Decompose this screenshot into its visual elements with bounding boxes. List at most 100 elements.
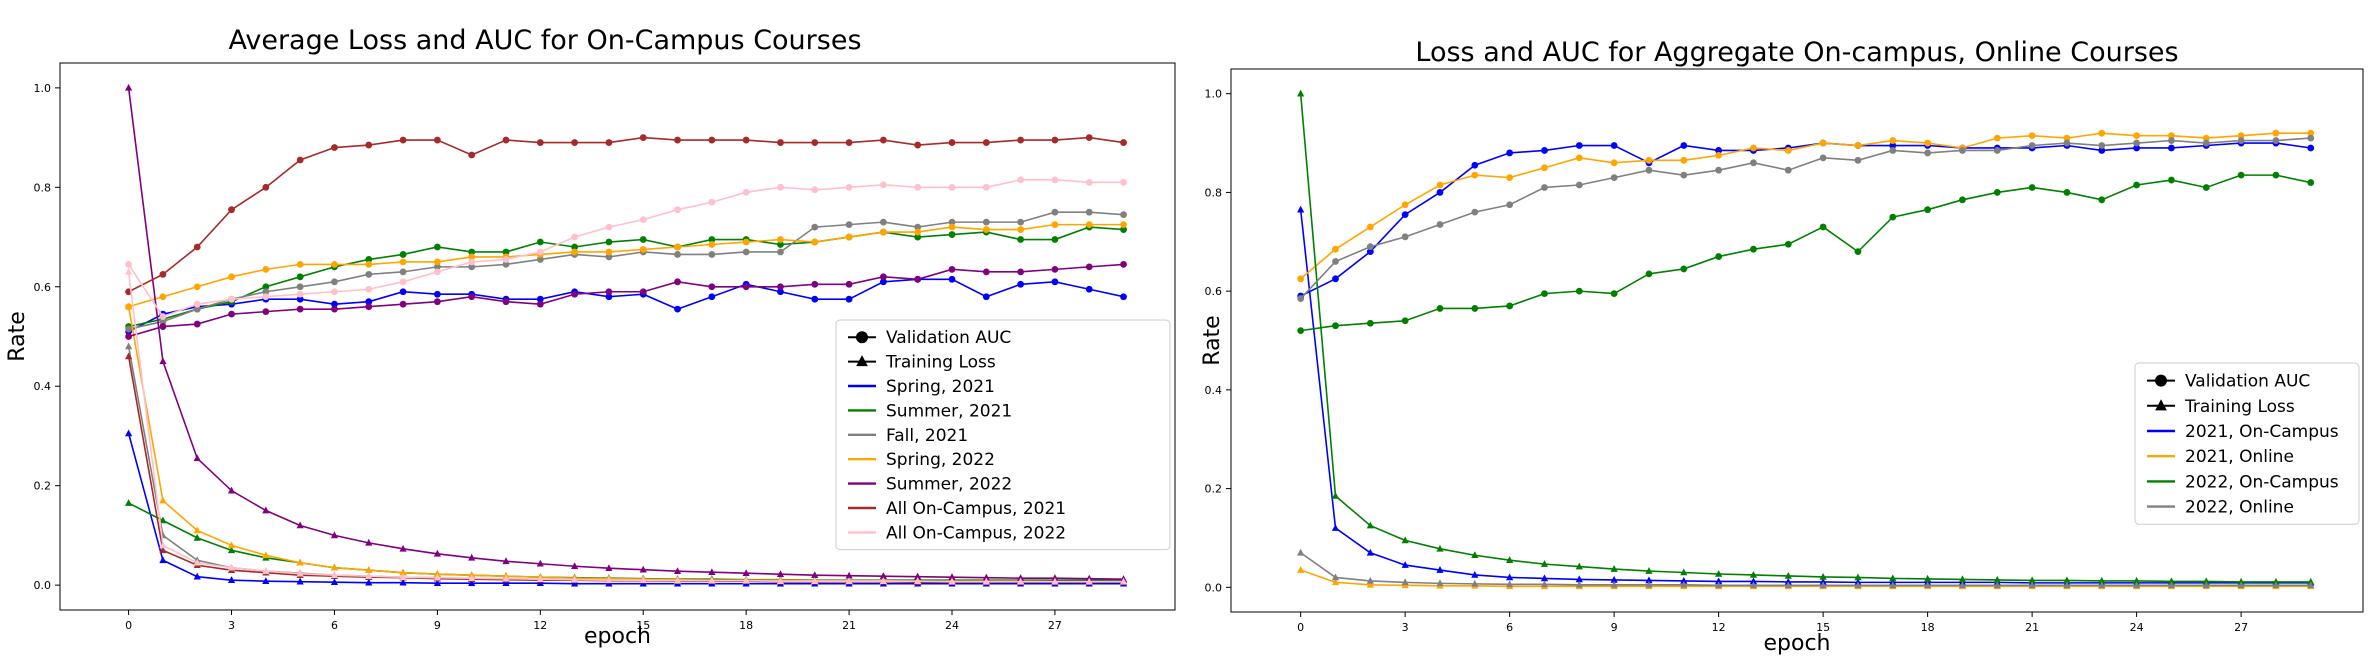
data-point-circle bbox=[262, 293, 270, 301]
data-point-circle bbox=[1051, 236, 1059, 243]
data-point-triangle bbox=[1889, 581, 1897, 589]
data-point-circle bbox=[502, 136, 510, 144]
data-point-circle bbox=[1017, 236, 1025, 243]
data-point-circle bbox=[845, 183, 853, 191]
data-point-triangle bbox=[845, 571, 853, 579]
data-point-triangle bbox=[296, 558, 304, 566]
data-point-triangle bbox=[125, 267, 133, 275]
data-point-circle bbox=[399, 251, 407, 258]
data-point-triangle bbox=[1924, 574, 1932, 582]
data-point-triangle bbox=[159, 357, 167, 365]
data-point-triangle bbox=[1051, 574, 1059, 581]
data-point-triangle bbox=[708, 568, 716, 576]
data-point-triangle bbox=[708, 576, 716, 584]
data-point-circle bbox=[1471, 171, 1479, 179]
data-point-triangle bbox=[982, 577, 990, 585]
data-point-triangle bbox=[1471, 579, 1479, 587]
data-point-triangle bbox=[1119, 577, 1128, 585]
data-point-triangle bbox=[571, 579, 579, 587]
y-tick-label: 0.2 bbox=[1205, 483, 1223, 496]
series-2022-online-auc bbox=[1297, 134, 2315, 302]
data-point-circle bbox=[914, 223, 922, 231]
data-point-circle bbox=[193, 300, 201, 308]
data-point-circle bbox=[159, 318, 167, 325]
series-summer-2021-auc bbox=[125, 223, 1127, 330]
data-point-circle bbox=[296, 290, 304, 298]
x-tick-label: 6 bbox=[331, 619, 338, 632]
x-tick-label: 3 bbox=[228, 619, 235, 632]
data-point-circle bbox=[365, 141, 373, 149]
data-point-circle bbox=[365, 256, 373, 263]
data-point-triangle bbox=[2167, 581, 2176, 589]
series-line bbox=[128, 263, 1124, 338]
chart-1: Average Loss and AUC for On-Campus Cours… bbox=[5, 25, 1176, 649]
data-point-circle bbox=[1120, 178, 1127, 186]
data-point-circle bbox=[433, 263, 441, 271]
legend-label: 2021, On-Campus bbox=[2185, 422, 2339, 442]
data-point-triangle bbox=[1645, 576, 1653, 584]
data-point-circle bbox=[1436, 189, 1444, 196]
data-point-triangle bbox=[2133, 576, 2141, 584]
data-point-triangle bbox=[1680, 568, 1688, 576]
series-fall-2021-auc bbox=[125, 208, 1127, 333]
data-point-circle bbox=[228, 310, 235, 318]
data-point-triangle bbox=[1784, 571, 1792, 579]
data-point-circle bbox=[433, 268, 441, 276]
data-point-circle bbox=[1784, 240, 1792, 248]
data-point-circle bbox=[777, 183, 784, 191]
data-point-circle bbox=[331, 288, 338, 296]
data-point-circle bbox=[914, 275, 922, 283]
data-point-triangle bbox=[2167, 577, 2176, 585]
data-point-circle bbox=[1575, 154, 1583, 162]
data-point-circle bbox=[2237, 137, 2245, 144]
data-point-triangle bbox=[502, 579, 510, 586]
data-point-triangle bbox=[1540, 580, 1549, 588]
data-point-triangle bbox=[433, 573, 441, 581]
data-point-circle bbox=[1854, 248, 1862, 256]
data-point-circle bbox=[708, 293, 716, 301]
legend-label: Fall, 2021 bbox=[886, 426, 968, 446]
data-point-circle bbox=[2133, 139, 2141, 147]
data-point-circle bbox=[536, 238, 544, 246]
data-point-circle bbox=[193, 243, 201, 251]
data-point-triangle bbox=[2272, 577, 2280, 585]
data-point-circle bbox=[228, 206, 235, 214]
x-tick-label: 21 bbox=[842, 619, 856, 632]
data-point-circle bbox=[605, 139, 613, 146]
data-point-circle bbox=[1959, 196, 1966, 204]
data-point-triangle bbox=[776, 570, 785, 577]
data-point-circle bbox=[1085, 208, 1093, 216]
data-point-triangle bbox=[2272, 581, 2280, 589]
data-point-circle bbox=[1051, 221, 1059, 229]
data-point-circle bbox=[605, 253, 613, 261]
data-point-circle bbox=[605, 223, 613, 231]
data-point-triangle bbox=[639, 576, 647, 583]
data-point-circle bbox=[1120, 293, 1127, 301]
data-point-circle bbox=[2063, 134, 2071, 142]
legend-label: Spring, 2021 bbox=[886, 377, 995, 397]
data-point-circle bbox=[1332, 245, 1339, 253]
data-point-circle bbox=[296, 260, 304, 268]
data-point-triangle bbox=[193, 558, 201, 566]
data-point-circle bbox=[1471, 305, 1479, 312]
data-point-circle bbox=[777, 288, 784, 296]
data-point-triangle bbox=[330, 563, 339, 571]
data-point-circle bbox=[1085, 263, 1093, 271]
data-point-circle bbox=[742, 238, 750, 246]
data-point-triangle bbox=[1436, 579, 1444, 587]
x-tick-label: 18 bbox=[739, 619, 753, 632]
data-point-circle bbox=[502, 248, 510, 256]
data-point-triangle bbox=[468, 579, 476, 586]
data-point-circle bbox=[811, 295, 819, 303]
data-point-circle bbox=[639, 288, 647, 296]
data-point-triangle bbox=[399, 544, 407, 552]
legend-marker-triangle bbox=[856, 355, 868, 367]
data-point-triangle bbox=[1506, 556, 1514, 563]
data-point-triangle bbox=[262, 551, 270, 559]
data-point-circle bbox=[914, 141, 922, 149]
data-point-circle bbox=[2307, 144, 2315, 152]
data-point-circle bbox=[571, 248, 579, 256]
data-point-circle bbox=[879, 218, 887, 226]
data-point-triangle bbox=[742, 576, 750, 584]
